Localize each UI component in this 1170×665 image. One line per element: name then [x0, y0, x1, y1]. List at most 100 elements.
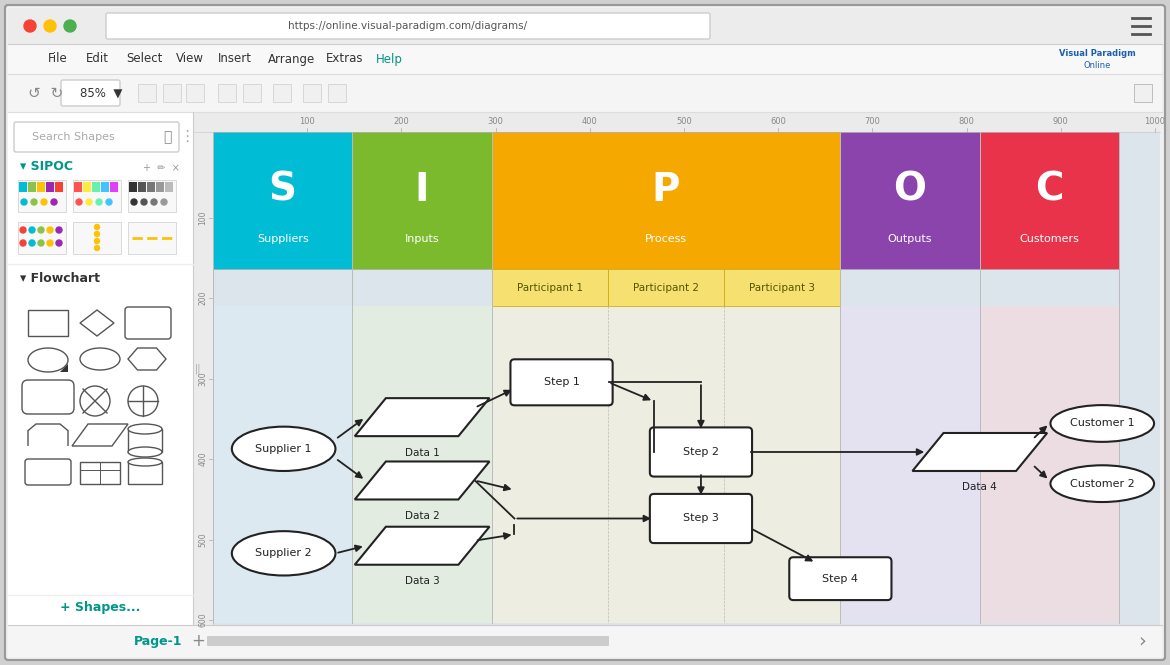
Circle shape: [20, 227, 26, 233]
FancyBboxPatch shape: [28, 310, 68, 336]
Text: ›: ›: [1138, 632, 1145, 650]
Circle shape: [41, 199, 47, 205]
Text: Customer 2: Customer 2: [1069, 479, 1135, 489]
FancyBboxPatch shape: [491, 307, 840, 623]
FancyBboxPatch shape: [46, 182, 54, 192]
Ellipse shape: [128, 458, 161, 466]
Polygon shape: [355, 462, 489, 499]
FancyBboxPatch shape: [510, 359, 613, 405]
FancyBboxPatch shape: [649, 428, 752, 477]
FancyBboxPatch shape: [125, 307, 171, 339]
Text: 100: 100: [300, 118, 315, 126]
Text: Participant 3: Participant 3: [749, 283, 815, 293]
FancyBboxPatch shape: [18, 180, 66, 212]
FancyBboxPatch shape: [55, 182, 63, 192]
Circle shape: [44, 20, 56, 32]
Text: Customers: Customers: [1019, 234, 1080, 244]
Ellipse shape: [1051, 405, 1154, 442]
Text: Step 2: Step 2: [683, 447, 718, 457]
Polygon shape: [60, 364, 68, 372]
Text: ⋮: ⋮: [179, 130, 194, 144]
Text: Customer 1: Customer 1: [1069, 418, 1135, 428]
Text: Insert: Insert: [218, 53, 252, 65]
Text: C: C: [1035, 171, 1064, 209]
Polygon shape: [28, 424, 68, 446]
Text: 400: 400: [581, 118, 598, 126]
Circle shape: [47, 227, 53, 233]
Circle shape: [87, 199, 92, 205]
Polygon shape: [355, 398, 489, 436]
Ellipse shape: [128, 424, 161, 434]
Text: Suppliers: Suppliers: [257, 234, 309, 244]
Text: 200: 200: [199, 291, 207, 305]
FancyBboxPatch shape: [83, 182, 91, 192]
Ellipse shape: [128, 386, 158, 416]
Text: Data 1: Data 1: [405, 448, 440, 458]
Circle shape: [37, 227, 44, 233]
FancyBboxPatch shape: [37, 182, 44, 192]
Text: Online: Online: [1083, 61, 1110, 70]
Text: Outputs: Outputs: [888, 234, 932, 244]
FancyBboxPatch shape: [22, 380, 74, 414]
Text: +: +: [191, 632, 205, 650]
Ellipse shape: [232, 427, 336, 471]
Circle shape: [29, 240, 35, 246]
FancyBboxPatch shape: [186, 84, 204, 102]
FancyBboxPatch shape: [128, 180, 176, 212]
FancyBboxPatch shape: [147, 182, 154, 192]
Circle shape: [131, 199, 137, 205]
Ellipse shape: [128, 447, 161, 457]
Text: ▾ SIPOC: ▾ SIPOC: [20, 160, 73, 173]
FancyBboxPatch shape: [128, 429, 161, 452]
FancyBboxPatch shape: [840, 132, 979, 269]
Text: 400: 400: [199, 452, 207, 466]
Text: ||: ||: [195, 363, 201, 374]
Text: 900: 900: [1053, 118, 1068, 126]
FancyBboxPatch shape: [138, 182, 146, 192]
FancyBboxPatch shape: [73, 180, 121, 212]
Polygon shape: [355, 527, 489, 565]
Text: 100: 100: [199, 210, 207, 225]
Circle shape: [95, 231, 99, 237]
FancyBboxPatch shape: [790, 557, 892, 600]
FancyBboxPatch shape: [193, 112, 1159, 132]
Text: 200: 200: [393, 118, 409, 126]
Text: Participant 1: Participant 1: [517, 283, 583, 293]
Ellipse shape: [80, 386, 110, 416]
Circle shape: [56, 227, 62, 233]
Text: Supplier 1: Supplier 1: [255, 444, 312, 454]
Text: 800: 800: [958, 118, 975, 126]
FancyBboxPatch shape: [193, 112, 1159, 625]
Circle shape: [20, 240, 26, 246]
FancyBboxPatch shape: [5, 5, 1165, 660]
FancyBboxPatch shape: [18, 222, 66, 254]
Circle shape: [161, 199, 167, 205]
FancyBboxPatch shape: [25, 459, 71, 485]
Circle shape: [95, 245, 99, 251]
Text: Data 2: Data 2: [405, 511, 440, 521]
Ellipse shape: [28, 348, 68, 372]
FancyBboxPatch shape: [80, 462, 121, 484]
FancyBboxPatch shape: [128, 222, 176, 254]
FancyBboxPatch shape: [128, 462, 161, 484]
Text: P: P: [652, 171, 680, 209]
Text: 500: 500: [676, 118, 691, 126]
Text: 1000: 1000: [1144, 118, 1165, 126]
Polygon shape: [913, 433, 1047, 471]
Ellipse shape: [232, 531, 336, 575]
FancyBboxPatch shape: [193, 132, 213, 625]
Text: O: O: [894, 171, 927, 209]
FancyBboxPatch shape: [840, 307, 979, 623]
FancyBboxPatch shape: [165, 182, 173, 192]
Circle shape: [151, 199, 157, 205]
FancyBboxPatch shape: [28, 182, 36, 192]
Circle shape: [37, 240, 44, 246]
FancyBboxPatch shape: [8, 74, 1162, 112]
Text: Select: Select: [126, 53, 163, 65]
FancyBboxPatch shape: [106, 13, 710, 39]
FancyBboxPatch shape: [73, 222, 121, 254]
Text: ⌕: ⌕: [163, 130, 171, 144]
FancyBboxPatch shape: [649, 494, 752, 543]
FancyBboxPatch shape: [110, 182, 118, 192]
Text: Extras: Extras: [326, 53, 364, 65]
